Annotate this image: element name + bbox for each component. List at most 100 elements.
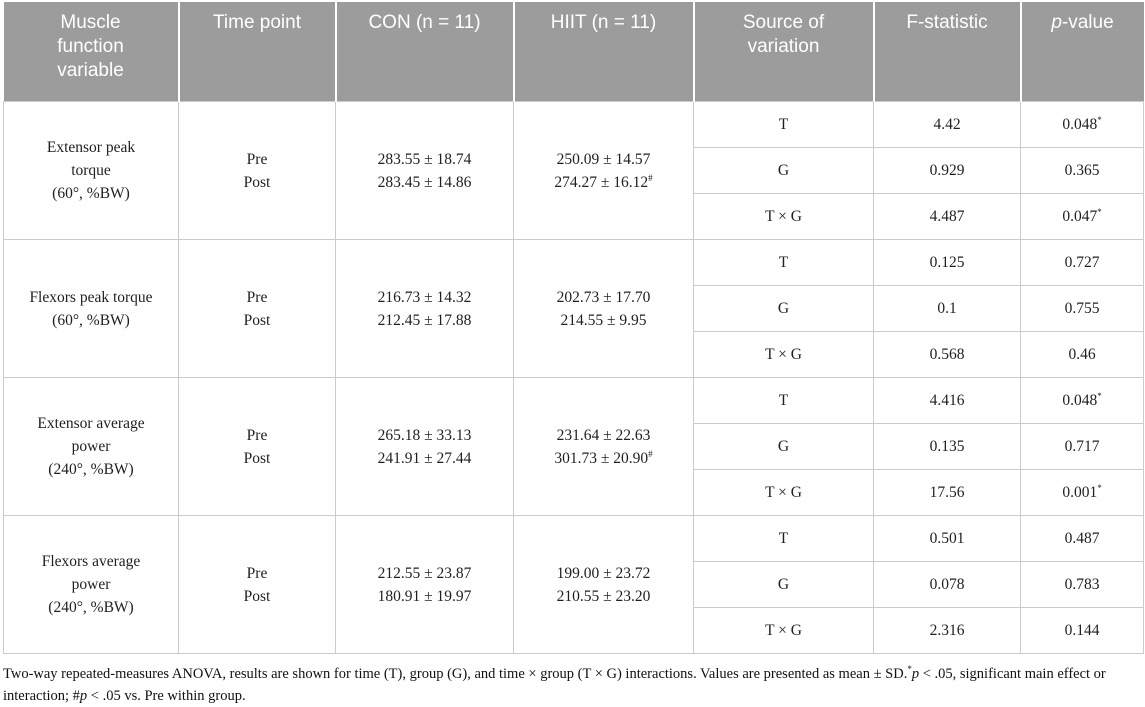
source-cell: G	[693, 423, 874, 470]
con-pre-value: 212.55 ± 23.87	[377, 564, 472, 582]
p-value-rest: -value	[1061, 12, 1114, 33]
variable-name: Flexors peak torque	[29, 288, 153, 306]
p-value-cell: 0.001*	[1020, 469, 1144, 516]
table-row: G 0.929 0.365	[4, 147, 1144, 194]
source-cell: G	[693, 147, 874, 194]
time-pre-label: Pre	[246, 288, 268, 306]
f-statistic-cell: 4.416	[873, 377, 1021, 424]
variable-spec: (240°, %BW)	[48, 461, 134, 478]
col-header-source-of-variation: Source of variation	[692, 2, 874, 102]
time-post-label: Post	[243, 173, 271, 191]
table-row: G 0.078 0.783	[4, 561, 1144, 608]
variable-cell: Flexors peak torque (60°, %BW)	[3, 239, 179, 378]
col-header-time-point: Time point	[177, 2, 336, 102]
source-cell: T × G	[693, 607, 874, 654]
source-cell: T	[693, 101, 874, 148]
variable-spec: (240°, %BW)	[48, 599, 134, 616]
f-statistic-cell: 17.56	[873, 469, 1021, 516]
p-value-cell: 0.487	[1020, 515, 1144, 562]
hiit-pre-value: 231.64 ± 22.63	[556, 426, 651, 444]
time-pre-label: Pre	[246, 150, 268, 168]
hiit-post-value: 301.73 ± 20.90#	[554, 448, 653, 467]
hiit-cell: 202.73 ± 17.70 214.55 ± 9.95	[513, 239, 694, 378]
star-superscript: *	[1097, 114, 1102, 125]
con-post-value: 180.91 ± 19.97	[377, 587, 472, 605]
hiit-post-value: 214.55 ± 9.95	[560, 311, 647, 329]
variable-name: Flexors average power	[41, 553, 141, 593]
f-statistic-cell: 0.501	[873, 515, 1021, 562]
con-pre-value: 216.73 ± 14.32	[377, 288, 472, 306]
source-cell: T	[693, 239, 874, 286]
con-cell: 216.73 ± 14.32 212.45 ± 17.88	[335, 239, 514, 378]
source-cell: T × G	[693, 469, 874, 516]
f-statistic-cell: 2.316	[873, 607, 1021, 654]
f-statistic-cell: 4.487	[873, 193, 1021, 240]
variable-spec: (60°, %BW)	[52, 311, 130, 329]
table-row: Extensor average power (240°, %BW) Pre P…	[3, 377, 1144, 516]
con-pre-value: 283.55 ± 18.74	[377, 150, 472, 168]
table-row: T × G 17.56 0.001*	[4, 469, 1144, 516]
source-cell: G	[693, 285, 874, 332]
variable-cell: Extensor peak torque (60°, %BW)	[3, 101, 179, 240]
star-superscript: *	[1097, 482, 1102, 493]
time-post-label: Post	[243, 587, 271, 605]
con-post-value: 283.45 ± 14.86	[377, 173, 472, 191]
hiit-pre-value: 199.00 ± 23.72	[556, 564, 651, 582]
time-point-cell: Pre Post	[178, 515, 336, 654]
source-cell: T × G	[693, 193, 874, 240]
col-header-p-value: p-value	[1019, 2, 1144, 102]
time-post-label: Post	[243, 449, 271, 467]
con-cell: 212.55 ± 23.87 180.91 ± 19.97	[335, 515, 514, 654]
time-point-cell: Pre Post	[178, 377, 336, 516]
time-pre-label: Pre	[246, 426, 268, 444]
variable-cell: Extensor average power (240°, %BW)	[3, 377, 179, 516]
source-cell: T × G	[693, 331, 874, 378]
con-cell: 283.55 ± 18.74 283.45 ± 14.86	[335, 101, 514, 240]
con-post-value: 241.91 ± 27.44	[377, 449, 472, 467]
p-value-cell: 0.783	[1020, 561, 1144, 608]
col-header-muscle-function-variable: Muscle function variable	[3, 2, 179, 102]
hiit-cell: 231.64 ± 22.63 301.73 ± 20.90#	[513, 377, 694, 516]
source-cell: G	[693, 561, 874, 608]
con-cell: 265.18 ± 33.13 241.91 ± 27.44	[335, 377, 514, 516]
table-row: T × G 0.568 0.46	[4, 331, 1144, 378]
f-statistic-cell: 0.568	[873, 331, 1021, 378]
hiit-cell: 199.00 ± 23.72 210.55 ± 23.20	[513, 515, 694, 654]
col-header-hiit: HIIT (n = 11)	[512, 2, 694, 102]
star-superscript: *	[907, 664, 912, 675]
p-value-italic-p: p	[1051, 12, 1062, 33]
table-row: Flexors average power (240°, %BW) Pre Po…	[3, 515, 1144, 654]
f-statistic-cell: 0.135	[873, 423, 1021, 470]
time-post-label: Post	[243, 311, 271, 329]
f-statistic-cell: 0.929	[873, 147, 1021, 194]
hiit-pre-value: 250.09 ± 14.57	[556, 150, 651, 168]
p-value-cell: 0.755	[1020, 285, 1144, 332]
p-value-cell: 0.048*	[1020, 377, 1144, 424]
con-pre-value: 265.18 ± 33.13	[377, 426, 472, 444]
anova-results-table: Muscle function variable Time point CON …	[3, 2, 1144, 654]
source-cell: T	[693, 515, 874, 562]
variable-name: Extensor peak torque	[46, 139, 136, 179]
footnote: Two-way repeated-measures ANOVA, results…	[3, 664, 1106, 704]
italic-p: p	[911, 666, 920, 682]
star-superscript: *	[1097, 390, 1102, 401]
p-value-cell: 0.047*	[1020, 193, 1144, 240]
hiit-post-value: 274.27 ± 16.12#	[554, 172, 653, 191]
p-value-cell: 0.46	[1020, 331, 1144, 378]
table-row: G 0.1 0.755	[4, 285, 1144, 332]
header-row: Muscle function variable Time point CON …	[3, 2, 1144, 102]
f-statistic-cell: 0.125	[873, 239, 1021, 286]
p-value-cell: 0.727	[1020, 239, 1144, 286]
hiit-post-value: 210.55 ± 23.20	[556, 587, 651, 605]
col-header-f-statistic: F-statistic	[872, 2, 1021, 102]
f-statistic-cell: 4.42	[873, 101, 1021, 148]
col-header-con: CON (n = 11)	[334, 2, 514, 102]
table-row: G 0.135 0.717	[4, 423, 1144, 470]
star-superscript: *	[1097, 206, 1102, 217]
table-row: Flexors peak torque (60°, %BW) Pre Post …	[3, 239, 1144, 378]
table-row: T × G 2.316 0.144	[4, 607, 1144, 654]
hash-superscript: #	[648, 448, 653, 459]
italic-p: p	[79, 688, 88, 704]
table-row: Extensor peak torque (60°, %BW) Pre Post…	[3, 101, 1144, 240]
